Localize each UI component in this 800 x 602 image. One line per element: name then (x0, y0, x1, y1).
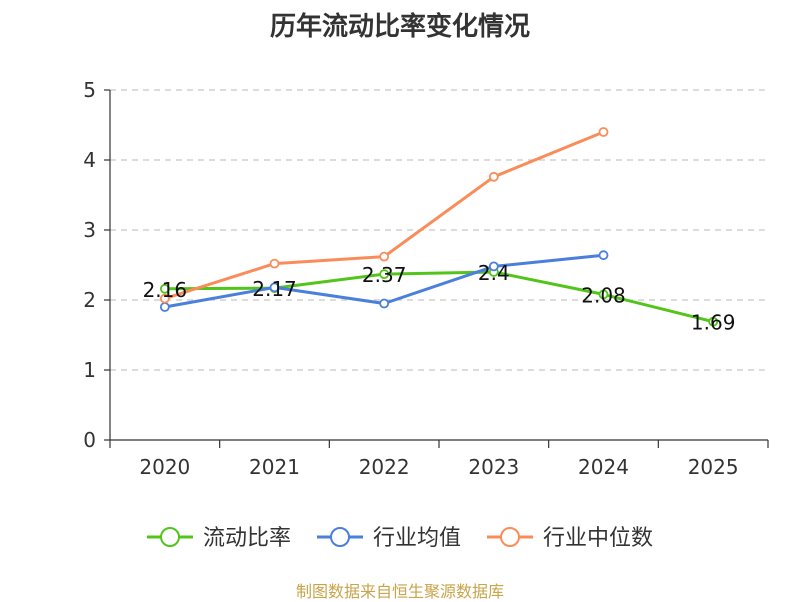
y-tick-label-0: 0 (83, 428, 96, 452)
y-tick-label-1: 1 (83, 358, 96, 382)
legend-marker-0 (160, 527, 180, 547)
legend-label-0: 流动比率 (203, 526, 291, 551)
x-tick-label-2024: 2024 (578, 455, 629, 479)
x-tick-label-2021: 2021 (249, 455, 300, 479)
point-2-2020 (159, 293, 170, 304)
data-label-2020: 2.16 (143, 278, 188, 302)
point-0-2022 (379, 269, 390, 280)
point-1-2020 (159, 302, 170, 312)
y-tick-label-2: 2 (83, 288, 96, 312)
point-2-2022 (379, 251, 390, 262)
legend-marker-2 (500, 527, 520, 547)
data-label-2024: 2.08 (581, 283, 626, 307)
point-1-2023 (488, 261, 499, 272)
legend-item-2: 行业中位数 (487, 526, 653, 551)
legend-item-0: 流动比率 (147, 526, 291, 551)
y-tick-label-3: 3 (83, 218, 96, 242)
point-0-2020 (159, 283, 170, 294)
point-1-2021 (269, 282, 280, 293)
data-label-2023: 2.4 (478, 261, 510, 285)
point-2-2023 (488, 171, 499, 182)
y-tick-label-5: 5 (83, 78, 96, 102)
point-0-2025 (708, 316, 719, 327)
series-line-0 (163, 270, 715, 324)
point-2-2024 (598, 127, 609, 137)
point-2-2021 (269, 258, 280, 269)
legend-label-2: 行业中位数 (543, 526, 653, 551)
legend-marker-1 (330, 527, 350, 547)
y-tick-label-4: 4 (83, 148, 96, 172)
source-note: 制图数据来自恒生聚源数据库 (295, 582, 504, 601)
legend-item-1: 行业均值 (317, 526, 461, 551)
x-tick-label-2023: 2023 (468, 455, 519, 479)
point-1-2024 (598, 250, 609, 261)
point-0-2024 (598, 289, 609, 300)
x-tick-label-2025: 2025 (688, 455, 739, 479)
x-tick-label-2022: 2022 (359, 455, 410, 479)
point-1-2022 (379, 298, 390, 309)
x-tick-label-2020: 2020 (139, 455, 190, 479)
chart-title: 历年流动比率变化情况 (269, 12, 530, 42)
data-label-2022: 2.37 (362, 263, 407, 287)
data-label-2025: 1.69 (691, 311, 736, 335)
data-label-2021: 2.17 (252, 277, 297, 301)
legend-label-1: 行业均值 (373, 526, 461, 551)
